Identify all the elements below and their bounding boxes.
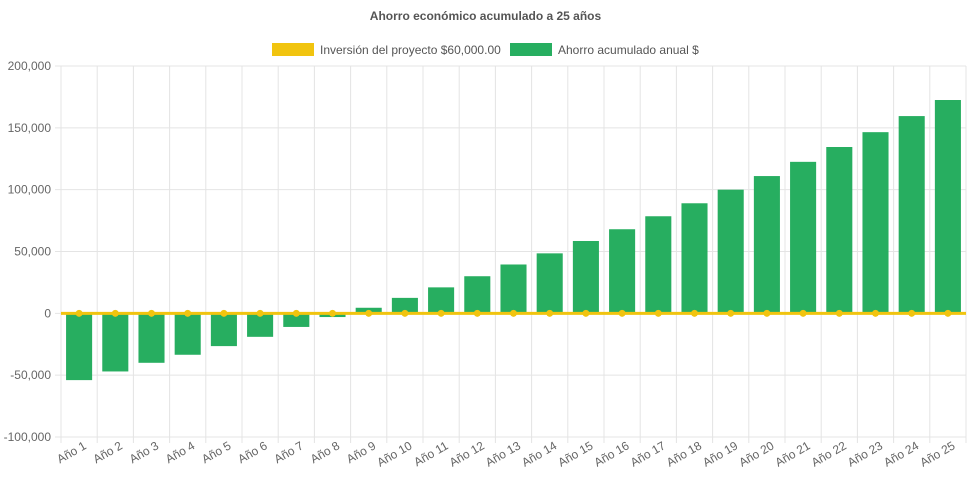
bar[interactable] bbox=[66, 313, 93, 381]
x-tick-label: Año 18 bbox=[664, 438, 704, 469]
bar[interactable] bbox=[391, 297, 418, 314]
x-tick-label: Año 19 bbox=[700, 438, 740, 469]
x-tick-label: Año 9 bbox=[344, 438, 378, 466]
bar[interactable] bbox=[138, 313, 165, 363]
x-tick-label: Año 17 bbox=[628, 438, 668, 469]
legend-swatch[interactable] bbox=[272, 43, 314, 56]
y-tick-label: 50,000 bbox=[14, 245, 51, 259]
legend: Inversión del proyecto $60,000.00 Ahorro … bbox=[272, 43, 699, 57]
legend-swatch[interactable] bbox=[510, 43, 552, 56]
x-tick-label: Año 24 bbox=[881, 438, 921, 469]
x-tick-label: Año 25 bbox=[917, 438, 957, 469]
line-point[interactable] bbox=[582, 309, 590, 317]
y-tick-label: -100,000 bbox=[4, 430, 52, 444]
line-point[interactable] bbox=[292, 309, 300, 317]
line-point[interactable] bbox=[618, 309, 626, 317]
x-tick-label: Año 1 bbox=[54, 438, 88, 466]
bar[interactable] bbox=[428, 287, 455, 314]
line-point[interactable] bbox=[510, 309, 517, 317]
x-tick-label: Año 4 bbox=[163, 438, 197, 466]
line-point[interactable] bbox=[256, 309, 264, 317]
x-tick-label: Año 11 bbox=[411, 438, 450, 469]
chart-title: Ahorro económico acumulado a 25 años bbox=[370, 9, 602, 23]
bar[interactable] bbox=[898, 116, 925, 314]
y-tick-label: 150,000 bbox=[8, 121, 52, 135]
bar[interactable] bbox=[536, 253, 563, 314]
line-point[interactable] bbox=[437, 309, 445, 317]
x-tick-label: Año 3 bbox=[127, 438, 161, 466]
bar[interactable] bbox=[645, 216, 672, 314]
y-tick-label: 0 bbox=[44, 306, 51, 320]
line-point[interactable] bbox=[220, 309, 228, 317]
line-point[interactable] bbox=[148, 309, 155, 317]
y-tick-label: -50,000 bbox=[10, 368, 51, 382]
bar[interactable] bbox=[102, 313, 129, 372]
bar[interactable] bbox=[717, 189, 744, 314]
x-tick-label: Año 5 bbox=[199, 438, 233, 466]
bar[interactable] bbox=[934, 100, 961, 314]
x-tick-label: Año 6 bbox=[235, 438, 269, 466]
bar[interactable] bbox=[174, 313, 201, 355]
legend-label[interactable]: Inversión del proyecto $60,000.00 bbox=[320, 43, 501, 57]
line-point[interactable] bbox=[365, 309, 373, 317]
bar[interactable] bbox=[753, 176, 780, 314]
line-point[interactable] bbox=[763, 309, 771, 317]
x-tick-label: Año 10 bbox=[374, 438, 414, 469]
line-point[interactable] bbox=[546, 309, 554, 317]
bar[interactable] bbox=[826, 147, 853, 314]
line-point[interactable] bbox=[401, 309, 409, 317]
bar[interactable] bbox=[283, 313, 310, 327]
line-point[interactable] bbox=[727, 309, 735, 317]
x-tick-label: Año 14 bbox=[519, 438, 559, 469]
line-point[interactable] bbox=[908, 309, 916, 317]
bar-series bbox=[66, 100, 961, 381]
bar[interactable] bbox=[247, 313, 274, 337]
line-point[interactable] bbox=[184, 309, 192, 317]
line-point[interactable] bbox=[473, 309, 481, 317]
x-tick-label: Año 16 bbox=[592, 438, 632, 469]
x-tick-label: Año 7 bbox=[272, 438, 306, 466]
bar[interactable] bbox=[862, 132, 889, 314]
line-point[interactable] bbox=[111, 309, 119, 317]
line-point[interactable] bbox=[872, 309, 879, 317]
x-tick-label: Año 21 bbox=[773, 438, 813, 469]
bar[interactable] bbox=[210, 313, 237, 347]
bar[interactable] bbox=[681, 203, 708, 314]
x-tick-label: Año 23 bbox=[845, 438, 885, 469]
line-point[interactable] bbox=[799, 309, 807, 317]
line-point[interactable] bbox=[75, 309, 83, 317]
x-tick-label: Año 8 bbox=[308, 438, 342, 466]
bar[interactable] bbox=[572, 240, 599, 314]
x-axis: Año 1 Año 2 Año 3 Año 4 Año 5 Año 6 Año 7 Año 8… bbox=[54, 438, 957, 469]
line-point[interactable] bbox=[691, 309, 698, 317]
x-tick-label: Año 12 bbox=[447, 438, 487, 469]
bar[interactable] bbox=[464, 276, 491, 314]
line-series bbox=[61, 309, 966, 317]
legend-label[interactable]: Ahorro acumulado anual $ bbox=[558, 43, 699, 57]
x-tick-label: Año 20 bbox=[736, 438, 776, 469]
x-tick-label: Año 2 bbox=[91, 438, 125, 466]
y-tick-label: 100,000 bbox=[8, 183, 52, 197]
x-tick-label: Año 22 bbox=[809, 438, 849, 469]
bar[interactable] bbox=[790, 161, 817, 314]
bar[interactable] bbox=[500, 264, 527, 314]
bar[interactable] bbox=[609, 229, 636, 314]
line-point[interactable] bbox=[835, 309, 843, 317]
y-tick-label: 200,000 bbox=[8, 59, 52, 73]
line-point[interactable] bbox=[654, 309, 662, 317]
line-point[interactable] bbox=[944, 309, 952, 317]
x-tick-label: Año 13 bbox=[483, 438, 523, 469]
x-tick-label: Año 15 bbox=[555, 438, 595, 469]
grid bbox=[55, 65, 967, 443]
line-point[interactable] bbox=[329, 309, 336, 317]
y-axis: 200,000 150,000 100,000 50,000 0 -50,000 -100,… bbox=[4, 59, 52, 444]
